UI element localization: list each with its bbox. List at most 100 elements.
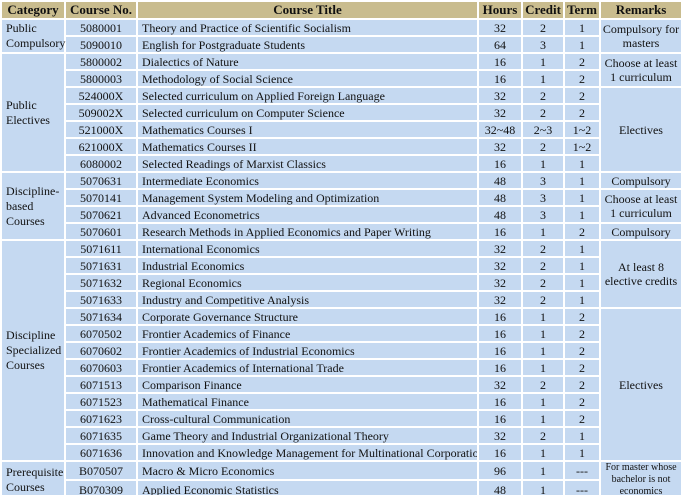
credit-cell: 1	[523, 394, 563, 409]
course-title-cell: Comparison Finance	[138, 377, 477, 392]
term-cell: 2	[565, 360, 599, 375]
hours-cell: 32	[479, 275, 521, 290]
credit-cell: 1	[523, 71, 563, 86]
course-title-cell: Innovation and Knowledge Management for …	[138, 445, 477, 460]
table-row: B070309 Applied Economic Statistics 48 1 ---	[2, 481, 681, 495]
term-cell: 1	[565, 428, 599, 443]
credit-cell: 2	[523, 377, 563, 392]
category-cell: Public Compulsory	[2, 20, 65, 52]
hours-cell: 48	[479, 190, 521, 205]
term-cell: 2	[565, 326, 599, 341]
credit-cell: 1	[523, 54, 563, 69]
table-row: 5070621 Advanced Econometrics 48 3 1	[2, 207, 681, 222]
table-row: 5071631 Industrial Economics 32 2 1	[2, 258, 681, 273]
term-cell: 1	[565, 20, 599, 35]
term-cell: ---	[565, 462, 599, 479]
hours-cell: 32	[479, 105, 521, 120]
table-row: 6070502 Frontier Academics of Finance 16 1 2	[2, 326, 681, 341]
course-title-cell: Mathematical Finance	[138, 394, 477, 409]
term-cell: 1	[565, 207, 599, 222]
course-no-cell: 5070631	[66, 173, 136, 188]
table-row: 6070603 Frontier Academics of Internation…	[2, 360, 681, 375]
hours-cell: 32	[479, 20, 521, 35]
course-no-cell: 5071633	[66, 292, 136, 307]
credit-cell: 2	[523, 292, 563, 307]
course-title-cell: Regional Economics	[138, 275, 477, 290]
table-row: 6080002 Selected Readings of Marxist Clas…	[2, 156, 681, 171]
course-no-cell: 621000X	[66, 139, 136, 154]
credit-cell: 2	[523, 105, 563, 120]
course-title-cell: Cross-cultural Communication	[138, 411, 477, 426]
table-row: 6071636 Innovation and Knowledge Manageme…	[2, 445, 681, 460]
hours-cell: 48	[479, 173, 521, 188]
course-title-cell: Research Methods in Applied Economics an…	[138, 224, 477, 239]
term-cell: 1	[565, 258, 599, 273]
course-title-cell: Mathematics Courses I	[138, 122, 477, 137]
term-cell: 1	[565, 190, 599, 205]
table-row: 5800003 Methodology of Social Science 16 1 2	[2, 71, 681, 86]
term-cell: 1~2	[565, 139, 599, 154]
credit-cell: 2	[523, 428, 563, 443]
course-title-cell: Macro & Micro Economics	[138, 462, 477, 479]
course-no-cell: B070309	[66, 481, 136, 495]
credit-cell: 2	[523, 20, 563, 35]
course-title-cell: Advanced Econometrics	[138, 207, 477, 222]
credit-cell: 1	[523, 156, 563, 171]
column-header-title: Course Title	[138, 2, 477, 18]
category-cell: Discipline-based Courses	[2, 173, 64, 239]
hours-cell: 16	[479, 411, 521, 426]
hours-cell: 32	[479, 377, 521, 392]
term-cell: ---	[565, 481, 599, 495]
course-no-cell: 5071631	[66, 258, 136, 273]
course-no-cell: 6071523	[66, 394, 136, 409]
credit-cell: 1	[523, 326, 563, 341]
hours-cell: 16	[479, 71, 521, 86]
credit-cell: 1	[523, 462, 563, 479]
credit-cell: 1	[523, 309, 563, 324]
table-row: Prerequisite Courses B070507 Macro & Micro…	[2, 462, 681, 495]
header-row: Category Course No. Course Title Hours Credi…	[2, 2, 681, 18]
table-row: 509002X Selected curriculum on Computer S…	[2, 105, 681, 120]
remarks-cell: At least 8 elective credits	[601, 241, 681, 307]
hours-cell: 16	[479, 54, 521, 69]
course-no-cell: 6071635	[66, 428, 136, 443]
hours-cell: 48	[479, 481, 521, 495]
table-row: 6070602 Frontier Academics of Industrial …	[2, 343, 681, 358]
term-cell: 1	[565, 241, 599, 256]
column-header-hours: Hours	[479, 2, 521, 18]
credit-cell: 1	[523, 411, 563, 426]
term-cell: 2	[565, 224, 599, 239]
category-cell: Discipline Specialized Courses	[2, 241, 64, 460]
course-title-cell: Methodology of Social Science	[138, 71, 477, 86]
term-cell: 2	[565, 105, 599, 120]
term-cell: 1	[565, 156, 599, 171]
credit-cell: 3	[523, 173, 563, 188]
table-row: 6071623 Cross-cultural Communication 16 1 2	[2, 411, 681, 426]
course-title-cell: Dialectics of Nature	[138, 54, 477, 69]
course-no-cell: 5071632	[66, 275, 136, 290]
table-row: 5090010 English for Postgraduate Students…	[2, 37, 681, 52]
remarks-cell: Electives	[601, 88, 681, 171]
course-no-cell: 524000X	[66, 88, 136, 103]
course-table-body: Public Compulsory 5080001 Theory and Pract…	[2, 20, 681, 495]
term-cell: 1	[565, 275, 599, 290]
course-no-cell: 5070141	[66, 190, 136, 205]
hours-cell: 16	[479, 156, 521, 171]
course-no-cell: 509002X	[66, 105, 136, 120]
column-header-credit: Credit	[523, 2, 563, 18]
course-title-cell: Industrial Economics	[138, 258, 477, 273]
course-no-cell: 6071513	[66, 377, 136, 392]
term-cell: 2	[565, 411, 599, 426]
remarks-cell: Choose at least 1 curriculum	[601, 54, 681, 86]
course-title-cell: Selected Readings of Marxist Classics	[138, 156, 477, 171]
term-cell: 2	[565, 309, 599, 324]
term-cell: 2	[565, 88, 599, 103]
hours-cell: 48	[479, 207, 521, 222]
course-title-cell: Frontier Academics of Industrial Economi…	[138, 343, 477, 358]
column-header-category: Category	[2, 2, 64, 18]
category-cell: Public Electives	[2, 54, 64, 171]
hours-cell: 32	[479, 88, 521, 103]
credit-cell: 1	[523, 224, 563, 239]
credit-cell: 1	[523, 481, 563, 495]
course-no-cell: 6071623	[66, 411, 136, 426]
